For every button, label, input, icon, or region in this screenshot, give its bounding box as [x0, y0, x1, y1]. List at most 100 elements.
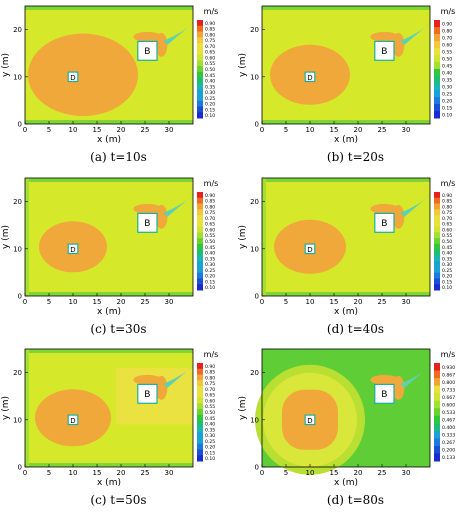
y-tick-label: 10 [250, 245, 259, 253]
x-tick-label: 5 [284, 298, 288, 306]
x-tick-label: 0 [260, 298, 264, 306]
b-wake-side [392, 32, 405, 57]
building-b [374, 383, 395, 404]
legend-tick-label: 0.15 [442, 279, 452, 285]
legend-tick-label: 0.30 [205, 262, 215, 268]
bottom-boundary-band [25, 120, 193, 124]
legend-swatch [434, 226, 440, 233]
y-tick-label: 10 [250, 416, 259, 424]
legend-tick-label: 0.133 [442, 455, 455, 461]
b-jet [163, 363, 196, 388]
inlet-band [25, 178, 29, 296]
legend-tick-label: 0.90 [205, 21, 215, 27]
building-label: B [381, 219, 387, 229]
plume [28, 33, 138, 117]
building-label: D [70, 246, 75, 254]
building-label: B [144, 390, 150, 400]
legend-tick-label: 0.60 [442, 227, 452, 233]
legend-tick-label: 0.90 [442, 193, 452, 199]
x-tick-label: 10 [69, 126, 78, 134]
x-axis-label: x (m) [97, 135, 121, 145]
x-tick-label: 15 [330, 469, 339, 477]
legend-tick-label: 0.45 [205, 416, 215, 422]
legend-swatch [434, 215, 440, 222]
legend-swatch [197, 100, 203, 107]
legend-tick-label: 0.50 [205, 239, 215, 245]
b-jet [163, 192, 196, 217]
legend-swatch [434, 370, 440, 379]
legend-tick-label: 0.45 [205, 73, 215, 79]
y-axis-label: y (m) [238, 53, 248, 77]
legend-tick-label: 0.25 [205, 268, 215, 274]
legend-swatch [197, 192, 203, 199]
x-tick-label: 30 [165, 298, 174, 306]
legend-tick-label: 0.80 [442, 204, 452, 210]
y-tick-label: 10 [13, 416, 22, 424]
b-wake-side [155, 375, 168, 400]
legend-swatch [434, 238, 440, 245]
legend-swatch [197, 220, 203, 228]
legend-tick-label: 0.50 [205, 67, 215, 73]
legend-tick-label: 0.533 [442, 410, 455, 416]
legend-tick-label: 0.25 [205, 96, 215, 102]
legend-tick-label: 0.65 [442, 222, 452, 228]
legend-tick-label: 0.35 [205, 84, 215, 90]
legend-swatch [434, 97, 440, 105]
x-tick-label: 10 [306, 126, 315, 134]
legend-swatch [197, 20, 203, 27]
legend-swatch [434, 393, 440, 402]
legend-tick-label: 0.70 [205, 387, 215, 393]
panel-3: B D 0 5 10 15 20 25 30 0 10 20 x (m) y (m) m/s 0.90 0.85… [0, 172, 237, 343]
legend-tick-label: 0.50 [442, 57, 452, 63]
x-axis-label: x (m) [97, 478, 121, 488]
legend-tick-label: 0.85 [442, 199, 452, 205]
x-tick-label: 20 [354, 126, 363, 134]
legend-tick-label: 0.20 [442, 274, 452, 280]
legend-swatch [434, 243, 440, 251]
bottom-boundary-band [25, 292, 193, 296]
x-tick-label: 5 [284, 469, 288, 477]
bottom-boundary-band [262, 292, 430, 296]
legend-swatch [434, 104, 440, 112]
legend-swatch [197, 284, 203, 291]
b-wake-top [370, 31, 399, 42]
b-jet [400, 20, 433, 45]
x-tick-label: 0 [260, 126, 264, 134]
legend-tick-label: 0.85 [205, 27, 215, 33]
legend-tick-label: 0.70 [205, 44, 215, 50]
legend-swatch [197, 368, 203, 376]
x-tick-label: 25 [141, 298, 150, 306]
legend-swatch [197, 386, 203, 393]
legend-swatch [434, 76, 440, 84]
bottom-boundary-band [25, 463, 193, 467]
legend-swatch [197, 261, 203, 268]
top-boundary-band [262, 178, 430, 182]
legend-swatch [197, 437, 203, 445]
x-tick-label: 15 [330, 298, 339, 306]
building-d [304, 243, 316, 255]
y-tick-label: 20 [13, 198, 22, 206]
building-label: D [70, 417, 75, 425]
legend-swatch [197, 238, 203, 245]
legend-tick-label: 0.80 [205, 375, 215, 381]
legend-tick-label: 0.10 [205, 456, 215, 462]
legend-tick-label: 0.25 [205, 439, 215, 445]
x-tick-label: 30 [165, 126, 174, 134]
y-tick-label: 0 [18, 293, 22, 301]
y-tick-label: 0 [18, 121, 22, 129]
x-tick-label: 5 [47, 298, 51, 306]
legend-tick-label: 0.55 [205, 404, 215, 410]
x-tick-label: 20 [117, 469, 126, 477]
legend-swatch [434, 203, 440, 210]
legend-tick-label: 0.90 [442, 22, 452, 28]
panel-caption: (a) t=10s [90, 150, 147, 164]
legend-tick-label: 0.60 [205, 55, 215, 61]
legend-tick-label: 0.333 [442, 433, 455, 439]
y-tick-label: 0 [255, 293, 259, 301]
legend-tick-label: 0.20 [442, 99, 452, 105]
legend-swatch [197, 203, 203, 210]
legend-swatch [197, 426, 203, 433]
